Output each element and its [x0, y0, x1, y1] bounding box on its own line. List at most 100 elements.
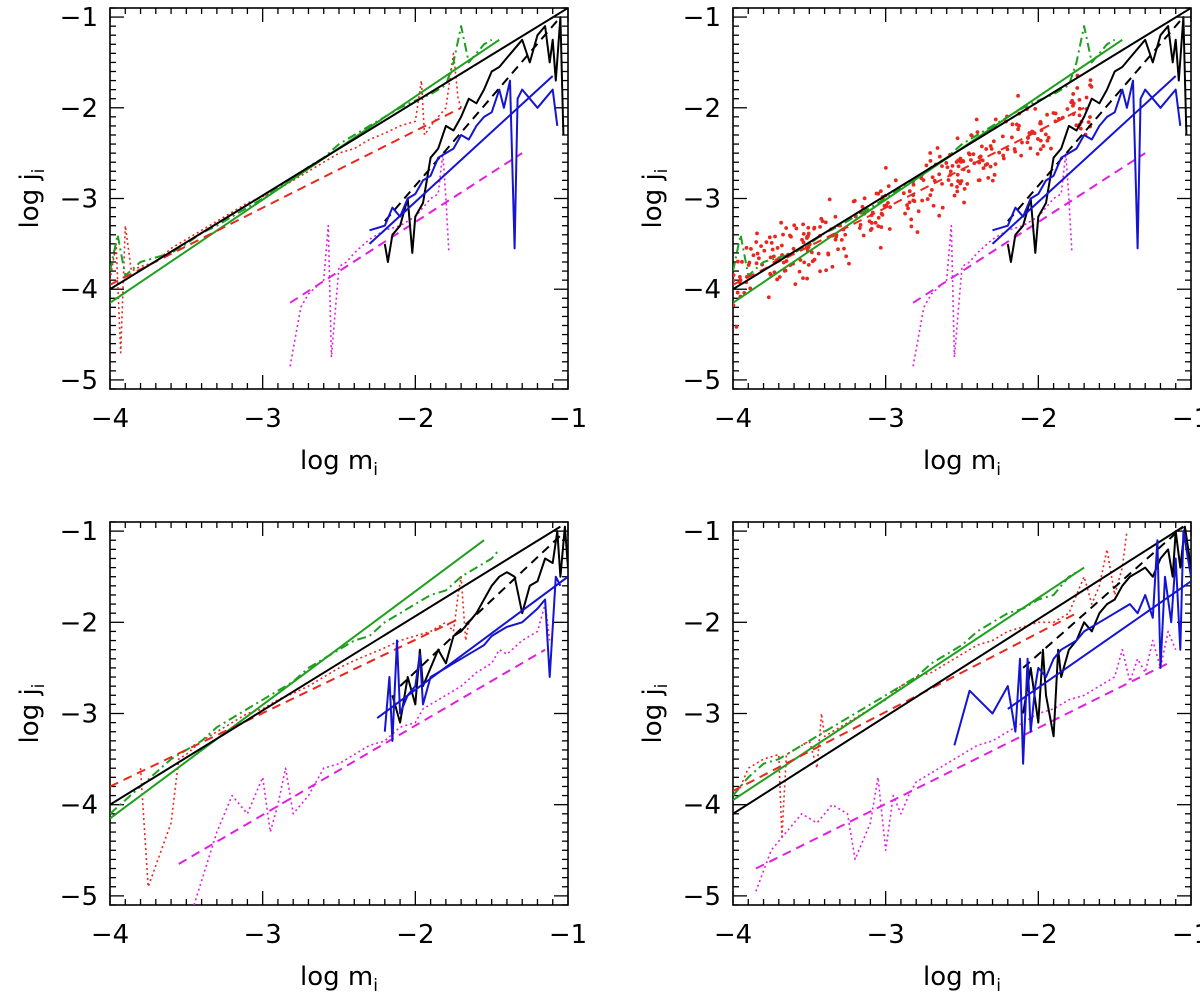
scatter-point: [940, 181, 944, 186]
x-axis-title: log mi: [923, 962, 1001, 996]
scatter-point: [1043, 132, 1048, 137]
scatter-point: [887, 227, 892, 231]
y-tick-label: −1: [60, 3, 98, 33]
scatter-point: [969, 158, 973, 162]
scatter-point: [1077, 106, 1082, 111]
scatter-point: [1010, 135, 1014, 140]
scatter-point: [740, 259, 744, 264]
scatter-point: [767, 235, 772, 240]
scatter-point: [958, 181, 963, 186]
y-tick-label: −4: [60, 791, 98, 821]
magenta-dashed-fit: [912, 152, 1146, 304]
scatter-point: [944, 161, 949, 165]
scatter-point: [1084, 95, 1089, 100]
x-tick-label: −4: [714, 920, 752, 950]
y-tick-label: −4: [683, 275, 721, 305]
scatter-point: [989, 147, 994, 151]
scatter-point: [1071, 92, 1076, 96]
scatter-point: [903, 211, 907, 216]
scatter-point: [1046, 135, 1051, 140]
x-tick-label: −1: [549, 404, 587, 434]
scatter-point: [801, 240, 806, 245]
scatter-point: [812, 226, 816, 231]
x-tick-label: −3: [867, 920, 905, 950]
scatter-point: [768, 255, 773, 260]
scatter-point: [749, 246, 753, 251]
scatter-point: [990, 178, 995, 183]
x-axis-title: log mi: [923, 446, 1001, 480]
scatter-point: [818, 269, 822, 274]
scatter-point: [1016, 127, 1021, 132]
scatter-point: [751, 253, 756, 258]
scatter-point: [983, 163, 988, 167]
scatter-point: [883, 165, 888, 170]
scatter-point: [997, 150, 1002, 155]
green-solid-fit: [733, 38, 1123, 304]
scatter-point: [810, 259, 815, 264]
scatter-point: [988, 164, 993, 169]
scatter-point: [1019, 153, 1024, 158]
data-layer: [733, 525, 1191, 892]
scatter-point: [759, 244, 763, 249]
scatter-point: [1074, 123, 1079, 128]
blue-solid-fit: [1007, 580, 1191, 710]
scatter-point: [955, 184, 959, 189]
scatter-point: [1039, 121, 1043, 126]
y-tick-label: −3: [683, 700, 721, 730]
scatter-point: [737, 275, 742, 279]
scatter-point: [1026, 136, 1030, 140]
scatter-point: [893, 178, 898, 183]
red-dotted-data: [139, 575, 470, 888]
scatter-point: [766, 295, 771, 300]
scatter-point: [906, 206, 910, 211]
scatter-point: [805, 276, 809, 281]
scatter-point: [977, 178, 982, 183]
x-tick-label: −1: [1172, 404, 1200, 434]
black-solid-fit: [110, 8, 568, 291]
y-tick-label: −1: [683, 517, 721, 547]
scatter-point: [920, 198, 925, 203]
scatter-point: [770, 247, 775, 252]
scatter-point: [986, 175, 991, 180]
scatter-point: [878, 189, 883, 194]
scatter-point: [928, 193, 933, 197]
scatter-point: [962, 186, 967, 191]
scatter-point: [1025, 140, 1030, 145]
blue-solid-fit: [991, 75, 1177, 245]
scatter-point: [744, 245, 749, 250]
scatter-point: [775, 246, 780, 250]
scatter-point: [876, 224, 881, 229]
scatter-point: [1036, 137, 1040, 141]
scatter-point: [879, 225, 884, 229]
scatter-point: [984, 147, 989, 151]
scatter-point: [801, 222, 805, 227]
scatter-point: [991, 139, 996, 144]
scatter-point: [1001, 153, 1006, 158]
black-dashed-fit: [1007, 16, 1185, 222]
y-tick-label: −1: [683, 3, 721, 33]
panel-bottom-right: −4 −3 −2 −1 −5 −4 −3 −2 −1 log mi log ji: [638, 517, 1200, 996]
y-tick-label: −5: [683, 882, 721, 912]
blue-solid-fit: [376, 575, 568, 719]
plot-frame: [109, 7, 569, 390]
scatter-point: [907, 189, 912, 194]
x-tick-label: −4: [714, 404, 752, 434]
scatter-point: [827, 197, 832, 202]
x-tick-label: −2: [396, 920, 434, 950]
scatter-point: [974, 117, 979, 122]
scatter-point: [830, 264, 835, 269]
y-tick-label: −1: [60, 517, 98, 547]
scatter-point: [847, 261, 851, 266]
scatter-point: [925, 197, 930, 201]
red-dotted-data: [739, 530, 1128, 838]
y-tick-label: −4: [683, 791, 721, 821]
scatter-point: [792, 223, 797, 228]
scatter-point: [978, 154, 983, 159]
scatter-point: [915, 230, 920, 234]
data-layer: [733, 8, 1191, 367]
black-dashed-fit: [1022, 525, 1185, 669]
scatter-point: [735, 290, 740, 295]
scatter-point: [956, 164, 961, 169]
blue-jagged-data: [369, 79, 559, 250]
x-tick-label: −4: [91, 920, 129, 950]
